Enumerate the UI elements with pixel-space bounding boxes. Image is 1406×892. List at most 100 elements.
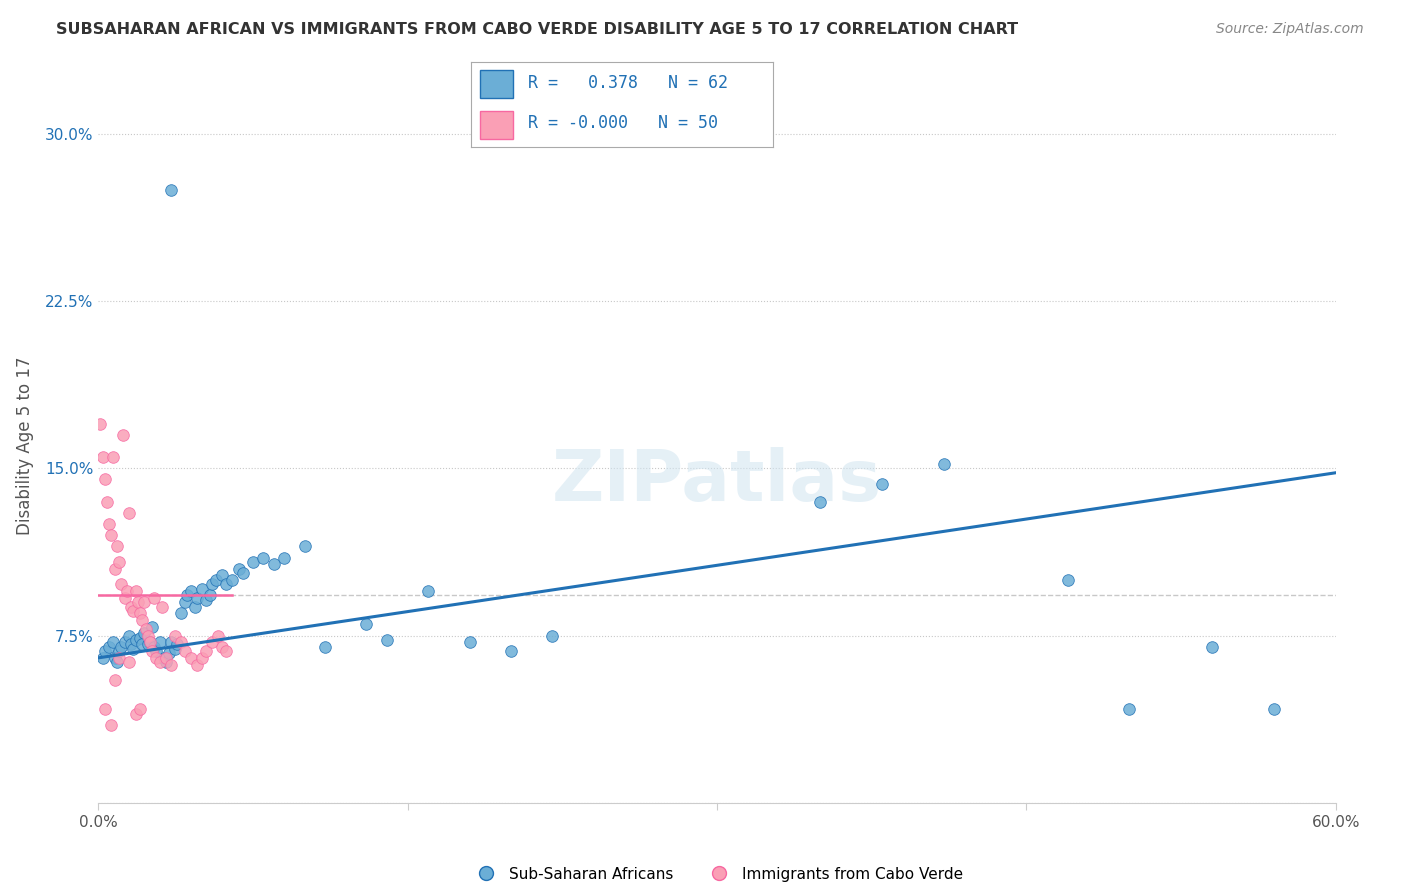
Text: SUBSAHARAN AFRICAN VS IMMIGRANTS FROM CABO VERDE DISABILITY AGE 5 TO 17 CORRELAT: SUBSAHARAN AFRICAN VS IMMIGRANTS FROM CA…: [56, 22, 1018, 37]
Point: [207, 628, 229, 642]
Point: [1263, 702, 1285, 716]
Point: [114, 635, 136, 649]
Point: [141, 644, 163, 658]
Point: [136, 628, 159, 642]
Point: [104, 651, 127, 665]
Point: [110, 577, 132, 591]
Point: [91, 450, 114, 465]
Point: [541, 628, 564, 642]
Point: [89, 417, 111, 431]
Point: [118, 506, 141, 520]
Point: [499, 644, 522, 658]
Point: [252, 550, 274, 565]
Point: [128, 607, 150, 621]
Point: [163, 642, 186, 657]
Point: [131, 613, 153, 627]
Point: [100, 717, 122, 731]
Point: [153, 651, 176, 665]
Point: [149, 655, 172, 669]
Point: [93, 644, 115, 658]
Point: [101, 450, 124, 465]
Y-axis label: Disability Age 5 to 17: Disability Age 5 to 17: [15, 357, 34, 535]
Text: Source: ZipAtlas.com: Source: ZipAtlas.com: [1216, 22, 1364, 37]
Point: [174, 595, 197, 609]
Point: [201, 577, 224, 591]
FancyBboxPatch shape: [479, 70, 513, 98]
Point: [176, 589, 198, 603]
Point: [159, 182, 181, 196]
Point: [170, 607, 193, 621]
Point: [139, 635, 162, 649]
Point: [110, 640, 132, 654]
Text: R = -0.000   N = 50: R = -0.000 N = 50: [529, 114, 718, 132]
Point: [215, 577, 238, 591]
Point: [120, 599, 142, 614]
Point: [127, 595, 149, 609]
Point: [155, 651, 177, 665]
Point: [184, 599, 207, 614]
Text: R =   0.378   N = 62: R = 0.378 N = 62: [529, 74, 728, 92]
Point: [180, 651, 202, 665]
Point: [122, 642, 145, 657]
Point: [170, 635, 193, 649]
Point: [242, 555, 264, 569]
Point: [808, 494, 831, 508]
Point: [180, 583, 202, 598]
Point: [201, 635, 224, 649]
Point: [97, 517, 120, 532]
Point: [128, 702, 150, 716]
Point: [105, 539, 128, 553]
Point: [145, 644, 167, 658]
Point: [194, 592, 217, 607]
Point: [120, 637, 142, 651]
Point: [108, 644, 131, 658]
Point: [157, 646, 180, 660]
Point: [375, 633, 398, 648]
Point: [221, 573, 243, 587]
Point: [205, 573, 228, 587]
Point: [97, 640, 120, 654]
Point: [1201, 640, 1223, 654]
Point: [215, 644, 238, 658]
Point: [117, 583, 139, 598]
Point: [136, 637, 159, 651]
Point: [124, 706, 146, 721]
Point: [108, 555, 131, 569]
Point: [124, 633, 146, 648]
Point: [190, 582, 212, 596]
Text: ZIPatlas: ZIPatlas: [553, 447, 882, 516]
Point: [93, 702, 115, 716]
Point: [356, 617, 378, 632]
Point: [122, 604, 145, 618]
Point: [132, 626, 155, 640]
Point: [198, 589, 221, 603]
Point: [174, 644, 197, 658]
Point: [418, 583, 440, 598]
Point: [870, 476, 893, 491]
Point: [166, 637, 188, 651]
Point: [163, 628, 186, 642]
Point: [932, 457, 955, 471]
Point: [131, 637, 153, 651]
Point: [143, 591, 166, 605]
Point: [128, 631, 150, 645]
Point: [314, 640, 336, 654]
Point: [186, 591, 208, 605]
Point: [228, 562, 250, 576]
Point: [96, 494, 118, 508]
Point: [273, 550, 295, 565]
Point: [93, 473, 115, 487]
Point: [112, 427, 135, 442]
Point: [104, 562, 127, 576]
Point: [458, 635, 481, 649]
Point: [139, 635, 162, 649]
Point: [91, 651, 114, 665]
Point: [159, 635, 181, 649]
Point: [190, 651, 212, 665]
Point: [118, 628, 141, 642]
Point: [149, 635, 172, 649]
Point: [1056, 573, 1078, 587]
Point: [211, 640, 233, 654]
Point: [135, 622, 157, 636]
Point: [150, 599, 173, 614]
